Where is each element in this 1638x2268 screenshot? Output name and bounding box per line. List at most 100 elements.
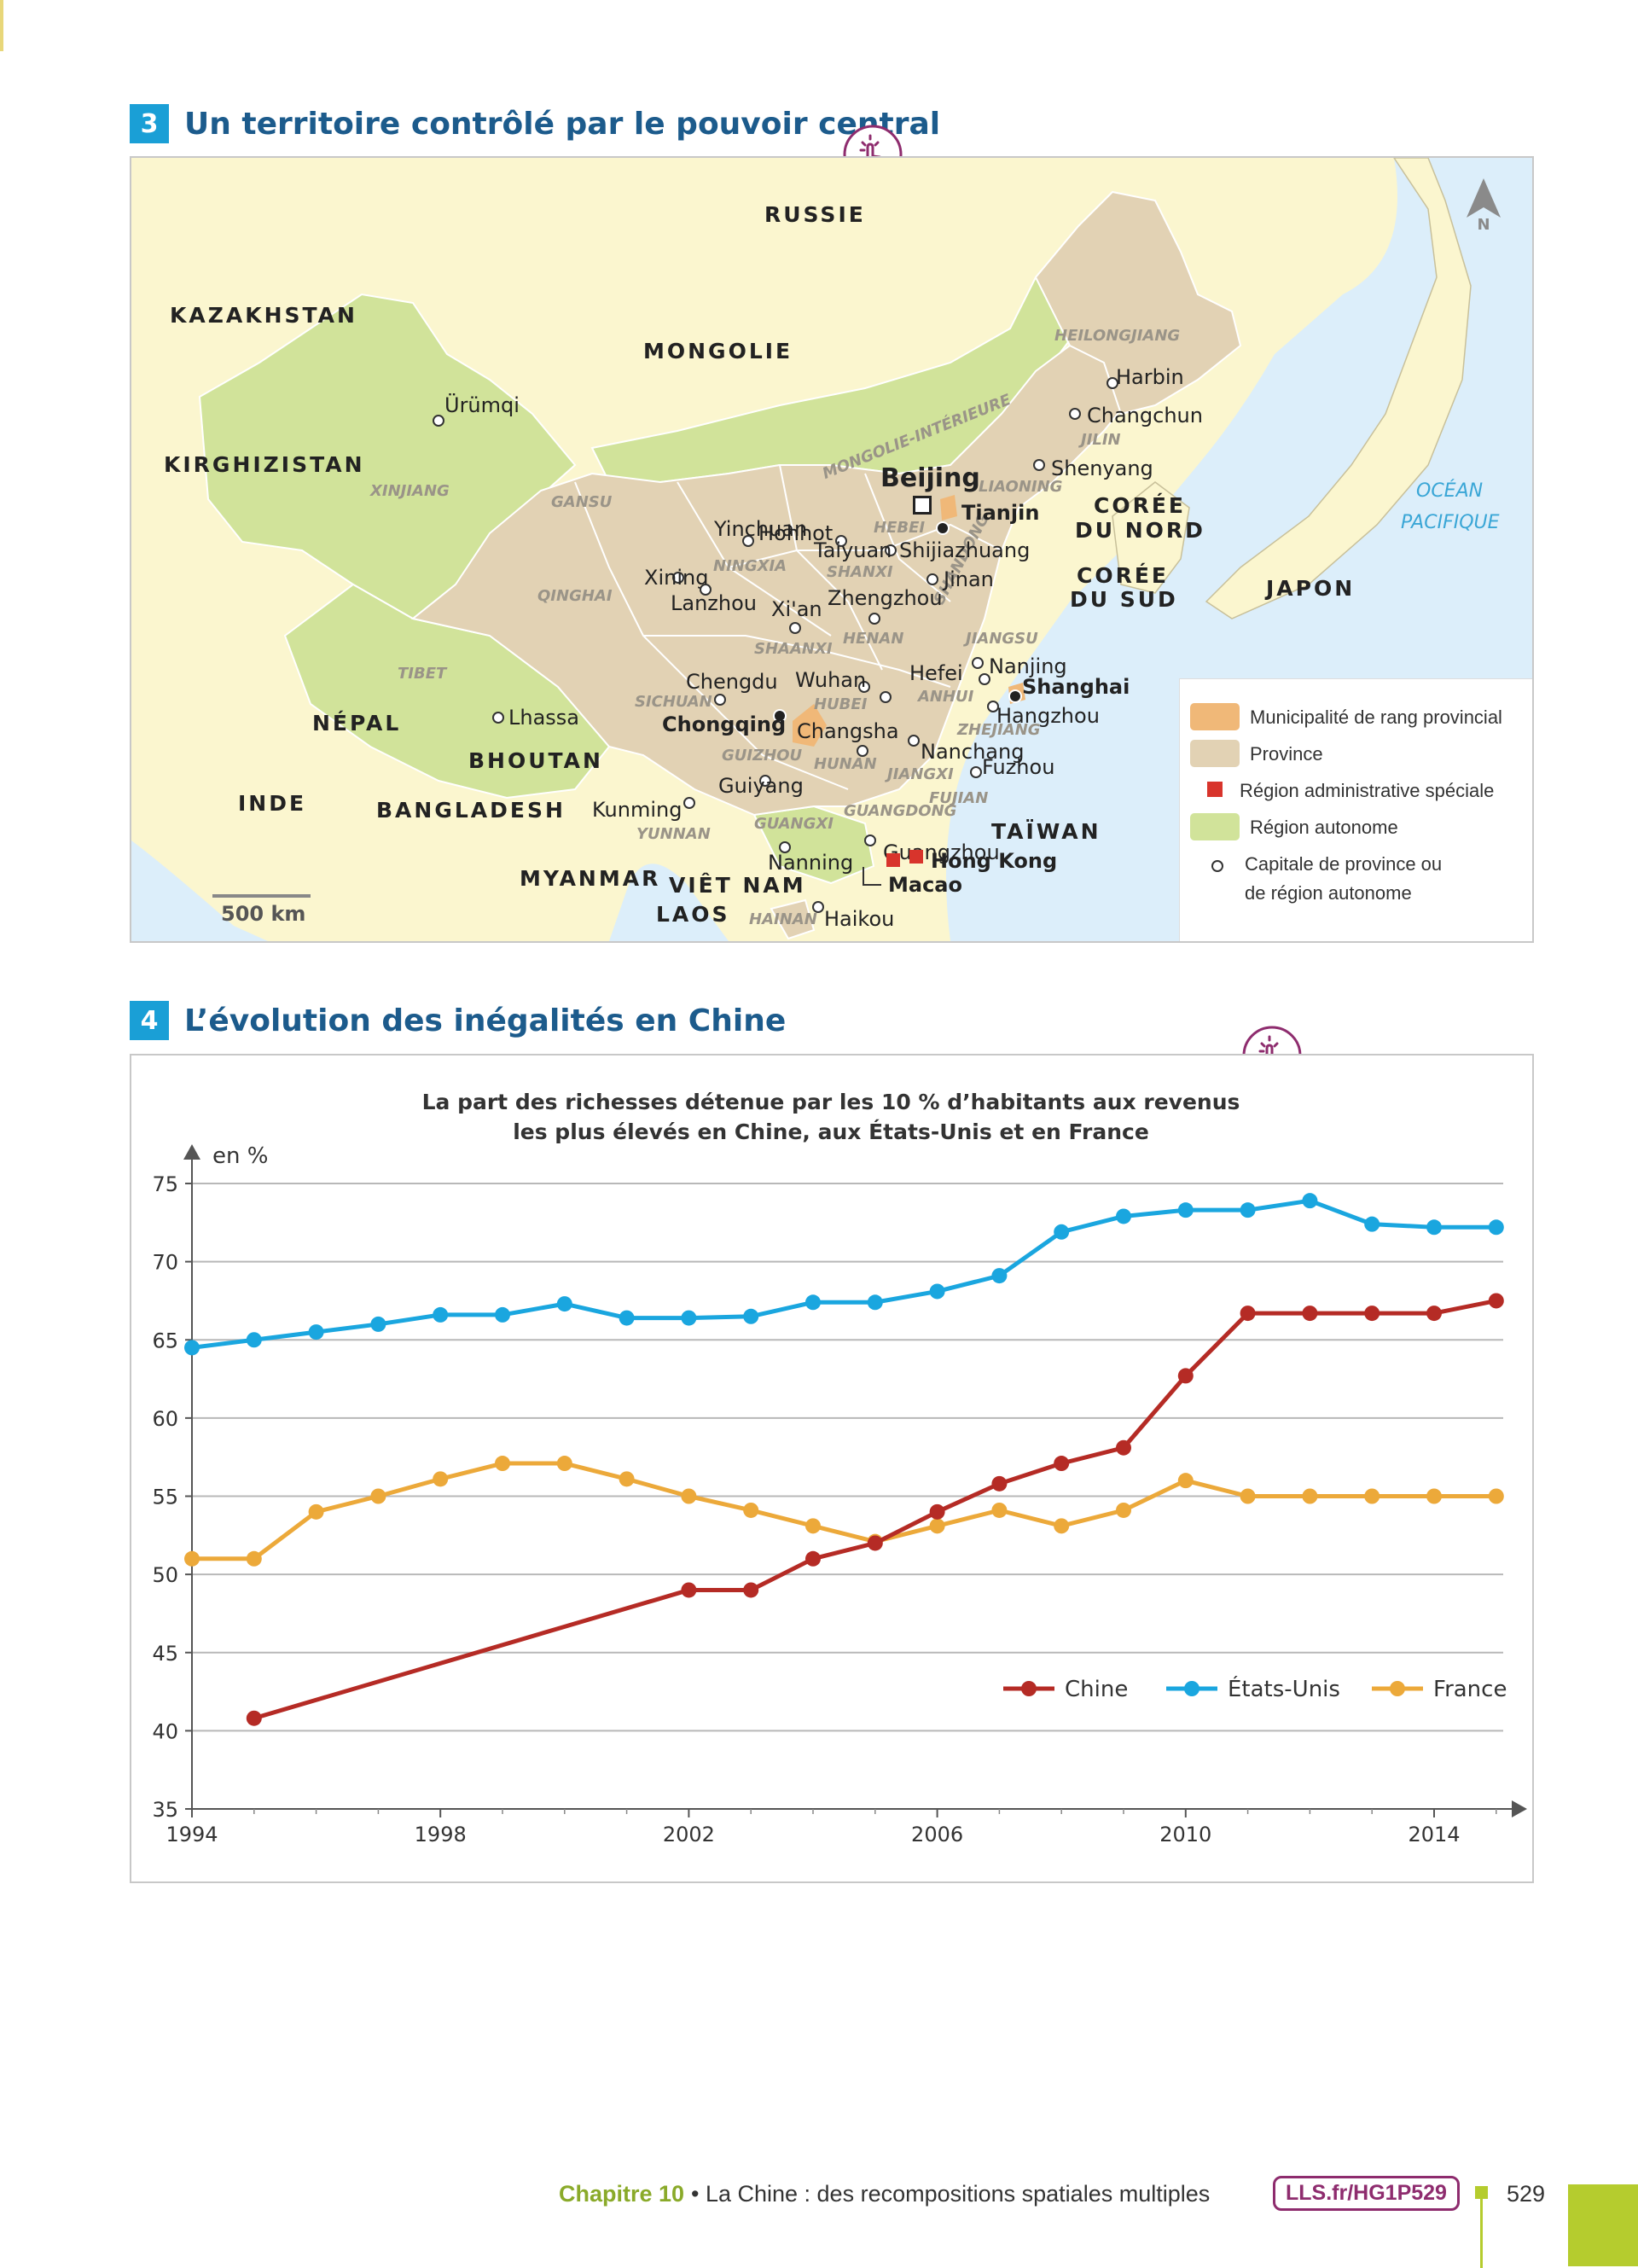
city-label: Guangzhou bbox=[883, 840, 1000, 864]
data-point bbox=[1240, 1306, 1256, 1322]
data-point bbox=[1116, 1208, 1131, 1224]
y-tick-label: 45 bbox=[152, 1642, 178, 1666]
page-footer: Chapitre 10 • La Chine : des recompositi… bbox=[0, 2174, 1638, 2268]
data-point bbox=[1177, 1368, 1194, 1384]
capital-marker bbox=[913, 496, 932, 515]
data-point bbox=[1364, 1488, 1380, 1504]
legend-label: Municipalité de rang provincial bbox=[1250, 707, 1502, 728]
footer-link[interactable]: LLS.fr/HG1P529 bbox=[1273, 2176, 1460, 2211]
data-point bbox=[991, 1475, 1008, 1492]
y-tick-label: 65 bbox=[152, 1329, 178, 1352]
region-label: GUANGDONG bbox=[844, 802, 957, 820]
chart-legend: Chine États-Unis France bbox=[1003, 1675, 1507, 1702]
legend-item: Municipalité de rang provincial bbox=[1190, 703, 1502, 732]
y-tick-label: 55 bbox=[152, 1486, 178, 1509]
city-marker bbox=[908, 735, 920, 747]
municipality-label: Shanghai bbox=[1022, 675, 1130, 699]
country-label: CORÉE bbox=[1094, 493, 1187, 518]
region-label: ANHUI bbox=[918, 688, 974, 706]
legend-swatch bbox=[1190, 740, 1240, 767]
region-label: HENAN bbox=[843, 630, 904, 648]
city-marker bbox=[714, 694, 726, 706]
city-label: Lanzhou bbox=[671, 591, 757, 615]
data-point bbox=[681, 1310, 697, 1326]
region-label: SICHUAN bbox=[635, 693, 712, 711]
data-point bbox=[1302, 1193, 1318, 1209]
data-point bbox=[1426, 1488, 1442, 1504]
chart-title: La part des richesses détenue par les 10… bbox=[422, 1090, 1240, 1114]
map-frame: N RUSSIE KAZAKHSTAN MONGOLIE KIRGHIZISTAN CO… bbox=[130, 156, 1534, 943]
municipality-label: Tianjin bbox=[961, 501, 1040, 525]
sar-connector bbox=[863, 867, 881, 886]
data-point bbox=[308, 1324, 324, 1340]
data-point bbox=[246, 1550, 262, 1567]
y-tick-label: 70 bbox=[152, 1251, 178, 1275]
data-point bbox=[1364, 1216, 1380, 1232]
sar-label: Macao bbox=[888, 873, 962, 897]
region-label: JILIN bbox=[1081, 431, 1121, 449]
data-point bbox=[1302, 1488, 1318, 1504]
city-label: Hohhot bbox=[758, 521, 834, 545]
series-line bbox=[253, 1298, 1497, 1721]
section-3-header: 3 Un territoire contrôlé par le pouvoir … bbox=[130, 104, 940, 143]
data-point bbox=[1116, 1439, 1131, 1456]
x-tick-label: 1994 bbox=[166, 1823, 218, 1846]
legend-marker bbox=[1021, 1681, 1037, 1696]
city-marker bbox=[880, 691, 892, 703]
page-number: 529 bbox=[1507, 2181, 1546, 2207]
city-marker bbox=[972, 657, 984, 669]
city-label: Xi'an bbox=[771, 597, 822, 621]
city-label: Nanning bbox=[768, 851, 854, 875]
municipality-marker bbox=[1008, 689, 1022, 703]
city-label: Zhengzhou bbox=[828, 586, 943, 610]
region-label: TIBET bbox=[398, 665, 447, 683]
city-label: Wuhan bbox=[795, 668, 867, 692]
data-point bbox=[681, 1582, 697, 1598]
legend-label: de région autonome bbox=[1245, 882, 1412, 904]
country-label: INDE bbox=[238, 791, 307, 816]
country-label: TAÏWAN bbox=[991, 819, 1101, 844]
legend-item: Capitale de province ou de région autonom… bbox=[1190, 850, 1442, 908]
city-marker bbox=[926, 573, 938, 585]
data-point bbox=[929, 1518, 945, 1534]
ocean-label: OCÉAN bbox=[1416, 480, 1484, 502]
city-label: Haikou bbox=[824, 907, 895, 931]
y-tick-label: 75 bbox=[152, 1172, 178, 1196]
x-tick-label: 2010 bbox=[1159, 1823, 1211, 1846]
footer-line bbox=[1480, 2191, 1483, 2268]
chart-subtitle: les plus élevés en Chine, aux États-Unis… bbox=[513, 1119, 1149, 1144]
inequality-chart: La part des richesses détenue par les 10… bbox=[152, 1090, 1527, 1846]
north-arrow-icon: N bbox=[1467, 178, 1501, 234]
city-label: Shenyang bbox=[1051, 457, 1153, 480]
city-label: Hangzhou bbox=[996, 704, 1100, 728]
data-point bbox=[1426, 1306, 1442, 1322]
region-label: GUIZHOU bbox=[722, 747, 803, 765]
city-label: Fuzhou bbox=[982, 755, 1055, 779]
city-marker bbox=[1033, 459, 1045, 471]
country-label: DU NORD bbox=[1075, 518, 1205, 543]
region-label: JIANGXI bbox=[887, 765, 954, 783]
data-point bbox=[929, 1503, 945, 1520]
data-point bbox=[1488, 1219, 1504, 1236]
city-label: Nanchang bbox=[921, 740, 1025, 764]
page-corner-mark bbox=[0, 0, 3, 51]
data-point bbox=[556, 1296, 572, 1312]
legend-label: Chine bbox=[1065, 1677, 1128, 1702]
city-marker bbox=[789, 622, 801, 634]
city-marker bbox=[683, 797, 695, 809]
data-point bbox=[805, 1550, 821, 1567]
ocean-label: PACIFIQUE bbox=[1401, 512, 1500, 533]
region-label: YUNNAN bbox=[636, 825, 711, 843]
china-map bbox=[131, 158, 1532, 941]
data-point bbox=[1054, 1518, 1070, 1534]
region-label: GUANGXI bbox=[754, 815, 834, 833]
legend-label: Province bbox=[1250, 743, 1323, 765]
region-label: XINJIANG bbox=[370, 482, 450, 500]
region-label: HUNAN bbox=[814, 755, 877, 773]
chart-frame: La part des richesses détenue par les 10… bbox=[130, 1054, 1534, 1883]
city-marker bbox=[868, 613, 880, 625]
legend-swatch bbox=[1211, 860, 1223, 872]
city-marker bbox=[970, 766, 982, 778]
city-label: Jinan bbox=[944, 567, 994, 591]
y-tick-label: 40 bbox=[152, 1719, 178, 1743]
